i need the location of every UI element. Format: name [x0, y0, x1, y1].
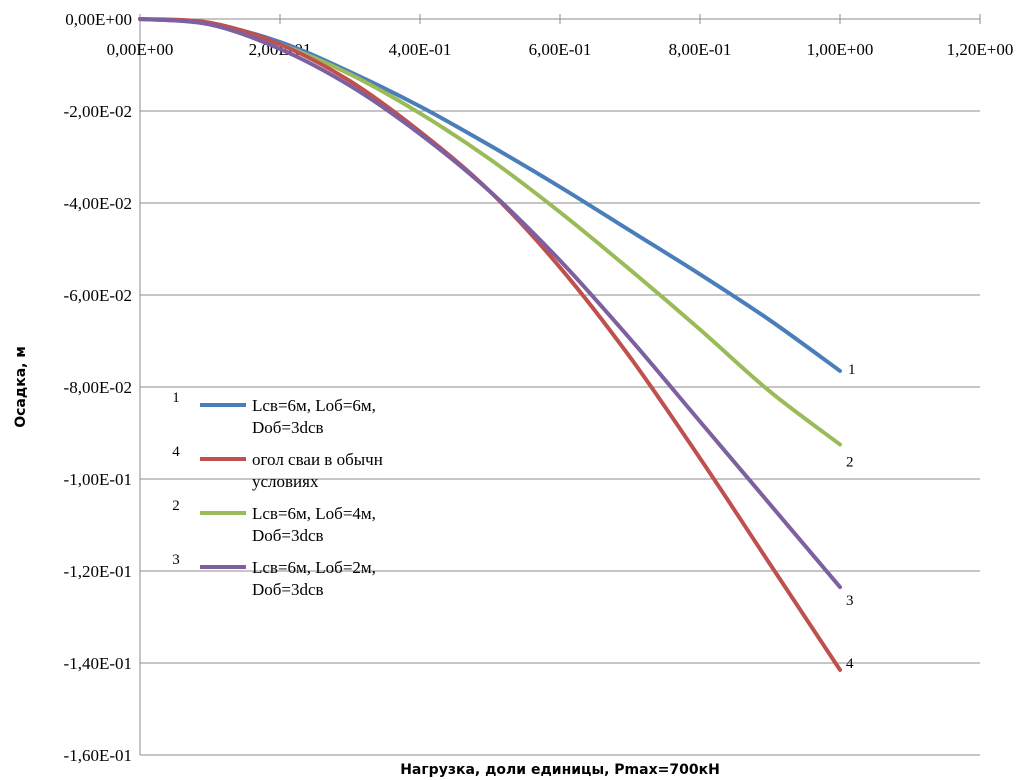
y-tick-label: -2,00E-02: [64, 102, 132, 121]
series-end-label-3: 3: [846, 593, 854, 609]
x-tick-label: 8,00E-01: [669, 40, 732, 59]
x-tick-labels: 0,00E+00 2,00E-01 4,00E-01 6,00E-01 8,00E-01…: [107, 40, 1014, 59]
legend-label: условиях: [252, 472, 319, 491]
legend-number: 4: [172, 444, 180, 460]
y-tick-label: -6,00E-02: [64, 286, 132, 305]
y-axis-title: Осадка, м: [13, 346, 29, 428]
legend-label: Lсв=6м, Lоб=4м,: [252, 504, 376, 523]
series-end-label-1: 1: [848, 362, 856, 378]
y-tick-label: -1,20E-01: [64, 562, 132, 581]
legend-label: Lсв=6м, Lоб=6м,: [252, 396, 376, 415]
series-end-label-2: 2: [846, 455, 854, 471]
legend: 1 Lсв=6м, Lоб=6м, Dоб=3dсв 4 огол сваи в обы…: [172, 390, 383, 599]
series-line-3: [138, 17, 842, 590]
y-tick-label: -1,60E-01: [64, 746, 132, 765]
legend-label: Dоб=3dсв: [252, 418, 324, 437]
x-tick-label: 1,00E+00: [807, 40, 874, 59]
y-tick-labels: 0,00E+00 -2,00E-02 -4,00E-02 -6,00E-02 -8,00…: [64, 10, 132, 765]
series-line-4: [138, 17, 842, 672]
legend-number: 3: [172, 552, 180, 568]
series-line-2: [138, 17, 842, 447]
series-lines: [138, 17, 842, 672]
y-tick-label: -1,00E-01: [64, 470, 132, 489]
grid-lines: [140, 110, 980, 756]
y-tick-label: -4,00E-02: [64, 194, 132, 213]
x-tick-label: 6,00E-01: [529, 40, 592, 59]
x-tick-label: 0,00E+00: [107, 40, 174, 59]
x-tick-label: 1,20E+00: [947, 40, 1014, 59]
x-axis-title: Нагрузка, доли единицы, Pmax=700кН: [400, 762, 720, 778]
series-end-labels: 1 2 3 4: [846, 362, 856, 672]
legend-number: 2: [172, 498, 180, 514]
legend-number: 1: [172, 390, 180, 406]
y-tick-label: -1,40E-01: [64, 654, 132, 673]
legend-label: Lсв=6м, Lоб=2м,: [252, 558, 376, 577]
legend-label: огол сваи в обычн: [252, 450, 383, 469]
legend-label: Dоб=3dсв: [252, 526, 324, 545]
series-end-label-4: 4: [846, 656, 854, 672]
x-tick-label: 4,00E-01: [389, 40, 452, 59]
axes: [139, 14, 981, 755]
legend-label: Dоб=3dсв: [252, 580, 324, 599]
y-tick-label: 0,00E+00: [65, 10, 132, 29]
series-line-1: [138, 17, 842, 373]
y-tick-label: -8,00E-02: [64, 378, 132, 397]
